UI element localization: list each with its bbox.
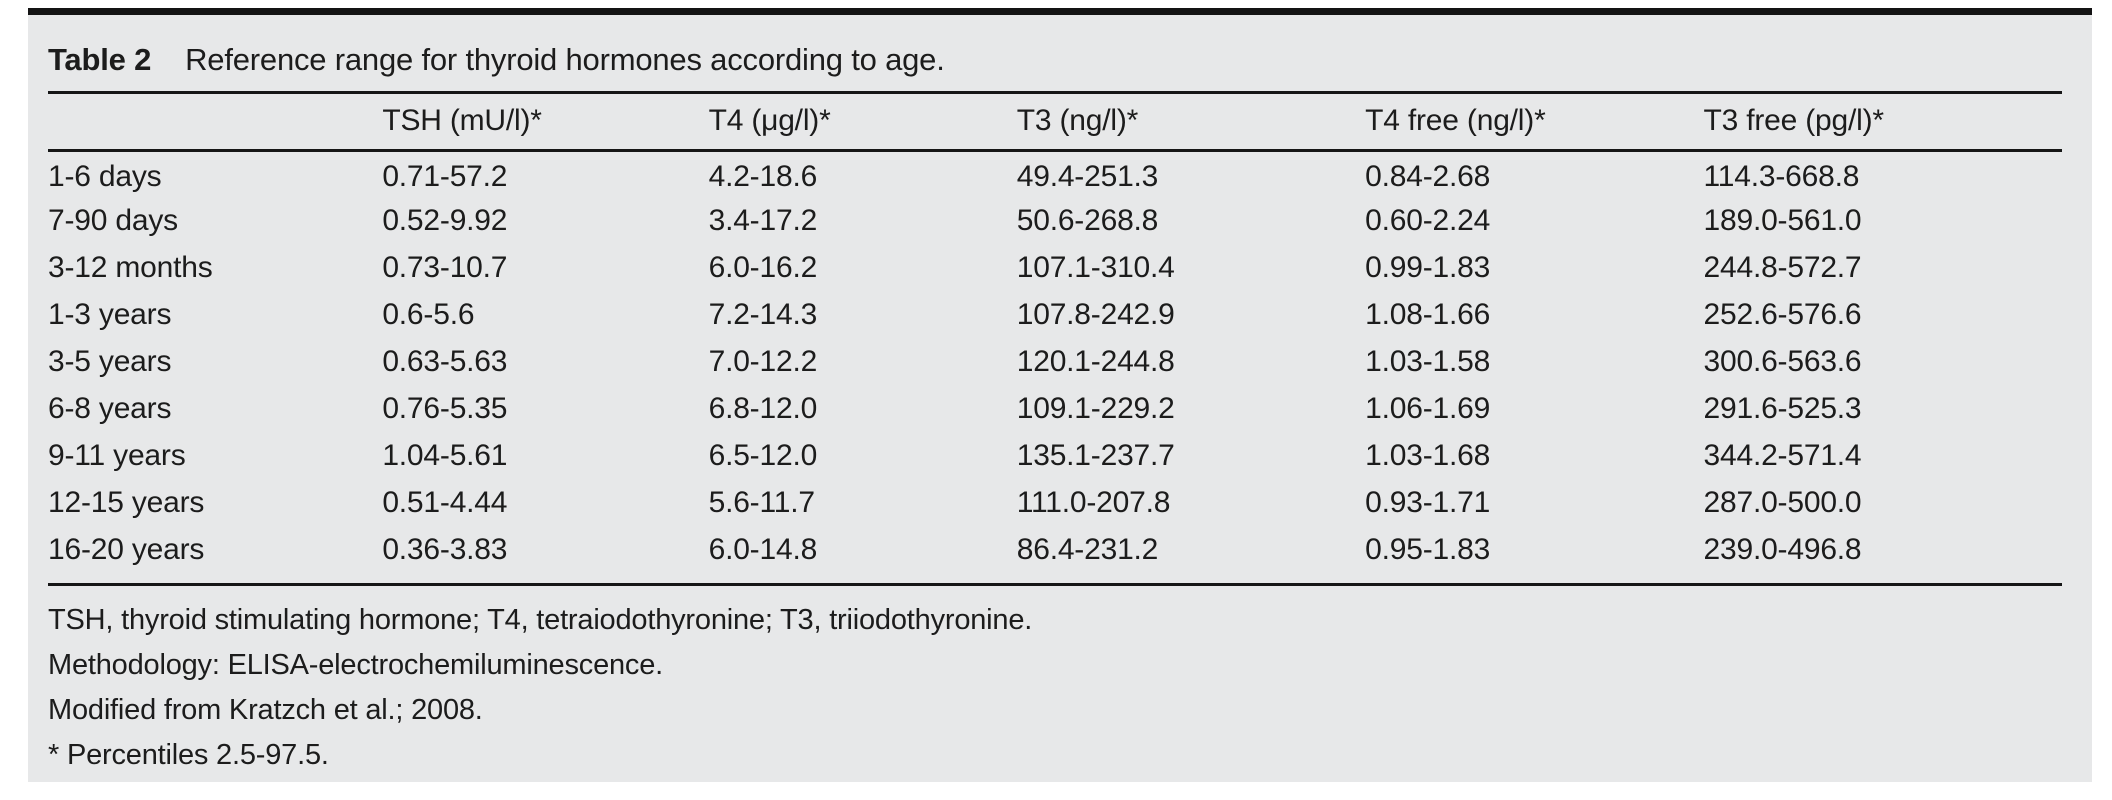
cell-tsh: 0.76-5.35 — [382, 391, 508, 425]
cell-t3-free: 344.2-571.4 — [1703, 438, 1862, 472]
cell-t4: 7.2-14.3 — [708, 297, 818, 331]
cell-t3-free: 189.0-561.0 — [1703, 203, 1862, 237]
cell-t4: 6.0-14.8 — [708, 532, 818, 566]
cell-t4: 3.4-17.2 — [708, 203, 818, 237]
cell-age: 6-8 years — [48, 391, 172, 425]
reference-range-table: TSH (mU/l)* T4 (μg/l)* T3 (ng/l)* T4 fre… — [48, 94, 2062, 573]
table-caption: Table 2 Reference range for thyroid hormo… — [48, 41, 2062, 79]
cell-tsh: 0.71-57.2 — [382, 160, 508, 194]
table-body: 1-6 days 0.71-57.2 4.2-18.6 49.4-251.3 0.84-… — [48, 150, 2062, 573]
cell-tsh: 0.36-3.83 — [382, 532, 508, 566]
table-row: 1-6 days 0.71-57.2 4.2-18.6 49.4-251.3 0.84-… — [48, 150, 2062, 197]
cell-t4-free: 1.03-1.68 — [1365, 438, 1491, 472]
cell-age: 7-90 days — [48, 203, 178, 237]
cell-t3-free: 114.3-668.8 — [1703, 160, 1860, 194]
cell-t3: 120.1-244.8 — [1016, 344, 1175, 378]
cell-age: 9-11 years — [48, 438, 186, 472]
cell-t3-free: 244.8-572.7 — [1703, 250, 1862, 284]
table-row: 1-3 years 0.6-5.6 7.2-14.3 107.8-242.9 1.08-… — [48, 291, 2062, 338]
table-row: 6-8 years 0.76-5.35 6.8-12.0 109.1-229.2 1.0… — [48, 385, 2062, 432]
footnote-abbreviations: TSH, thyroid stimulating hormone; T4, te… — [48, 604, 1033, 636]
cell-t4: 4.2-18.6 — [708, 160, 818, 194]
footnote-methodology: Methodology: ELISA-electrochemiluminesce… — [48, 649, 664, 681]
column-header-t3-free: T3 free (pg/l)* — [1703, 94, 2062, 152]
cell-t3-free: 287.0-500.0 — [1703, 485, 1862, 519]
cell-t4-free: 1.03-1.58 — [1365, 344, 1491, 378]
cell-t3-free: 300.6-563.6 — [1703, 344, 1862, 378]
cell-t3: 107.1-310.4 — [1016, 250, 1175, 284]
cell-t4-free: 1.06-1.69 — [1365, 391, 1491, 425]
cell-t4-free: 0.99-1.83 — [1365, 250, 1491, 284]
cell-t4: 6.8-12.0 — [708, 391, 818, 425]
table-row: 3-5 years 0.63-5.63 7.0-12.2 120.1-244.8 1.0… — [48, 338, 2062, 385]
table-title: Reference range for thyroid hormones acc… — [185, 42, 945, 77]
column-header-t3: T3 (ng/l)* — [1016, 94, 1366, 152]
cell-tsh: 0.63-5.63 — [382, 344, 508, 378]
cell-age: 1-6 days — [48, 160, 162, 194]
cell-t3: 111.0-207.8 — [1016, 485, 1171, 519]
table-header-row: TSH (mU/l)* T4 (μg/l)* T3 (ng/l)* T4 fre… — [48, 94, 2062, 152]
table-number-label: Table 2 — [48, 42, 152, 77]
cell-tsh: 0.73-10.7 — [382, 250, 508, 284]
cell-t4-free: 0.95-1.83 — [1365, 532, 1491, 566]
cell-age: 12-15 years — [48, 485, 205, 519]
table-row: 16-20 years 0.36-3.83 6.0-14.8 86.4-231.2 0.… — [48, 526, 2062, 573]
cell-t3-free: 239.0-496.8 — [1703, 532, 1862, 566]
cell-tsh: 0.52-9.92 — [382, 203, 508, 237]
cell-t4: 5.6-11.7 — [708, 485, 815, 519]
cell-t4-free: 1.08-1.66 — [1365, 297, 1491, 331]
cell-t4: 6.0-16.2 — [708, 250, 818, 284]
cell-t3: 107.8-242.9 — [1016, 297, 1175, 331]
cell-t3-free: 291.6-525.3 — [1703, 391, 1862, 425]
cell-t3-free: 252.6-576.6 — [1703, 297, 1862, 331]
cell-t3: 86.4-231.2 — [1016, 532, 1159, 566]
cell-t4: 6.5-12.0 — [708, 438, 818, 472]
cell-t4-free: 0.60-2.24 — [1365, 203, 1491, 237]
table-row: 12-15 years 0.51-4.44 5.6-11.7 111.0-207.8 0… — [48, 479, 2062, 526]
column-header-t4-free: T4 free (ng/l)* — [1365, 94, 1704, 152]
table-row: 9-11 years 1.04-5.61 6.5-12.0 135.1-237.7 1.… — [48, 432, 2062, 479]
cell-age: 3-5 years — [48, 344, 172, 378]
cell-t3: 135.1-237.7 — [1016, 438, 1175, 472]
cell-t3: 109.1-229.2 — [1016, 391, 1175, 425]
table-panel: Table 2 Reference range for thyroid hormo… — [28, 8, 2092, 782]
cell-tsh: 1.04-5.61 — [382, 438, 508, 472]
cell-t3: 49.4-251.3 — [1016, 160, 1159, 194]
table-bottom-rule — [48, 583, 2062, 586]
column-header-age — [48, 94, 383, 152]
column-header-tsh: TSH (mU/l)* — [382, 94, 709, 152]
caption-divider-rule — [48, 91, 2062, 94]
table-footnotes: TSH, thyroid stimulating hormone; T4, te… — [48, 598, 2062, 778]
cell-t4: 7.0-12.2 — [708, 344, 818, 378]
column-header-t4: T4 (μg/l)* — [708, 94, 1017, 152]
cell-t3: 50.6-268.8 — [1016, 203, 1159, 237]
cell-age: 1-3 years — [48, 297, 172, 331]
table-row: 7-90 days 0.52-9.92 3.4-17.2 50.6-268.8 0.60… — [48, 197, 2062, 244]
table-inner: Table 2 Reference range for thyroid hormo… — [28, 15, 2092, 778]
footnote-percentiles: * Percentiles 2.5-97.5. — [48, 739, 329, 771]
footnote-source: Modified from Kratzch et al.; 2008. — [48, 694, 483, 726]
table-row: 3-12 months 0.73-10.7 6.0-16.2 107.1-310.4 0… — [48, 244, 2062, 291]
cell-age: 3-12 months — [48, 250, 213, 284]
cell-t4-free: 0.84-2.68 — [1365, 160, 1491, 194]
cell-tsh: 0.6-5.6 — [382, 297, 475, 331]
cell-t4-free: 0.93-1.71 — [1365, 485, 1491, 519]
cell-age: 16-20 years — [48, 532, 205, 566]
cell-tsh: 0.51-4.44 — [382, 485, 508, 519]
